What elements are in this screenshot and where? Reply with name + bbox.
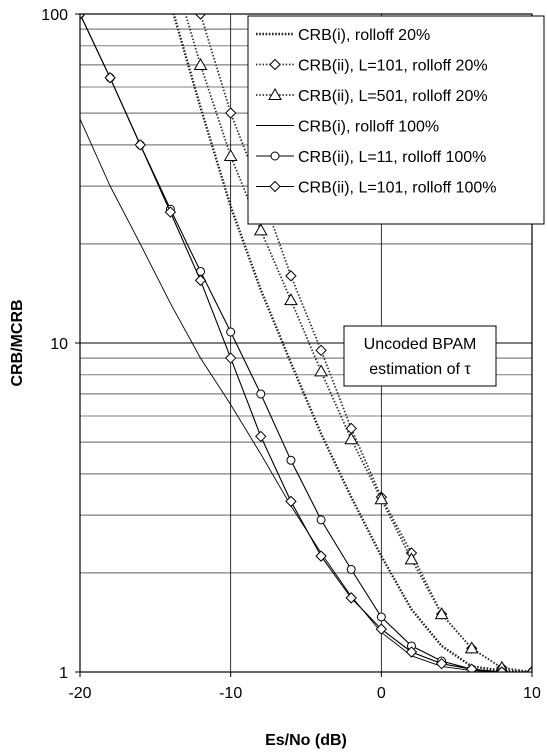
series-6-point [375,623,388,635]
series-5-point [256,389,266,399]
series-2-point [315,344,327,357]
y-axis-title: CRB/MCRB [9,299,26,386]
series-layer [80,14,532,672]
legend-swatch-marker [269,58,281,71]
legend: CRB(i), rolloff 20% CRB(ii), L=101, rollo… [247,15,545,225]
x-tick-label: -10 [219,685,242,702]
legend-swatch-marker [269,180,281,193]
x-axis-title: Es/No (dB) [265,732,347,749]
legend-item-2: CRB(ii), L=101, rolloff 20% [256,58,488,75]
annotation-box: Uncoded BPAM estimation of τ [343,325,497,387]
legend-item-1: CRB(i), rolloff 20% [256,27,430,44]
y-tick-label: 100 [41,7,68,24]
series-6-point [496,666,508,672]
series-3-point [344,432,359,445]
series-6-point [315,550,327,562]
series-5-point [346,564,356,574]
y-tick-label: 1 [59,665,68,682]
series-6 [80,14,532,672]
legend-item-6: CRB(ii), L=101, rolloff 100% [256,180,496,197]
legend-item-3: CRB(ii), L=501, rolloff 20% [256,87,488,105]
series-6-point [104,72,116,84]
legend-item-5: CRB(ii), L=11, rolloff 100% [256,149,486,166]
series-3-point [193,57,208,70]
series-5-point [286,455,296,465]
legend-swatch-marker [268,87,282,100]
series-2-point [194,14,207,20]
legend-label: CRB(ii), L=101, rolloff 20% [298,58,488,75]
annotation-frame [343,325,497,387]
series-3-point [253,223,268,236]
series-6-point [405,646,418,658]
series-6-point [224,352,237,364]
series-3-point [374,492,389,505]
series-6-point [194,274,207,287]
series-3-point [284,293,298,306]
series-6-point [164,206,177,218]
series-6-point [255,430,267,443]
x-tick-label: 10 [523,685,541,702]
legend-frame [247,15,545,225]
series-6-point [285,495,297,508]
series-6-point [80,14,86,20]
series-3-point [223,149,238,162]
legend-label: CRB(i), rolloff 20% [298,27,430,44]
y-tick-label: 10 [50,336,68,353]
legend-label: CRB(ii), L=11, rolloff 100% [298,149,486,166]
series-5-point [376,612,386,622]
legend-item-4: CRB(i), rolloff 100% [256,119,439,136]
annotation-line-1: Uncoded BPAM [364,336,477,353]
series-3-point [404,552,419,565]
series-2-point [224,107,237,119]
legend-label: CRB(ii), L=101, rolloff 100% [298,180,496,197]
series-3-point [464,641,479,654]
legend-swatch-marker [270,151,280,161]
series-6-point [134,139,146,151]
legend-label: CRB(ii), L=501, rolloff 20% [298,88,488,105]
legend-label: CRB(i), rolloff 100% [298,119,439,136]
tick-labels: -20 -10 0 10 1 10 100 [41,7,541,702]
series-5-point [226,327,236,337]
series-6-point [466,663,478,672]
series-6-line [80,14,532,672]
annotation-line-2: estimation of τ [369,361,471,378]
series-6-point [345,592,357,604]
x-tick-label: -20 [68,685,91,702]
series-2-point [285,270,297,282]
x-tick-label: 0 [377,685,386,702]
series-5-line [80,14,532,672]
series-3-point [314,364,328,377]
series-3-point [434,607,449,620]
series-6-point [526,666,532,672]
series-5-point [316,515,326,525]
series-6-point [435,657,448,670]
